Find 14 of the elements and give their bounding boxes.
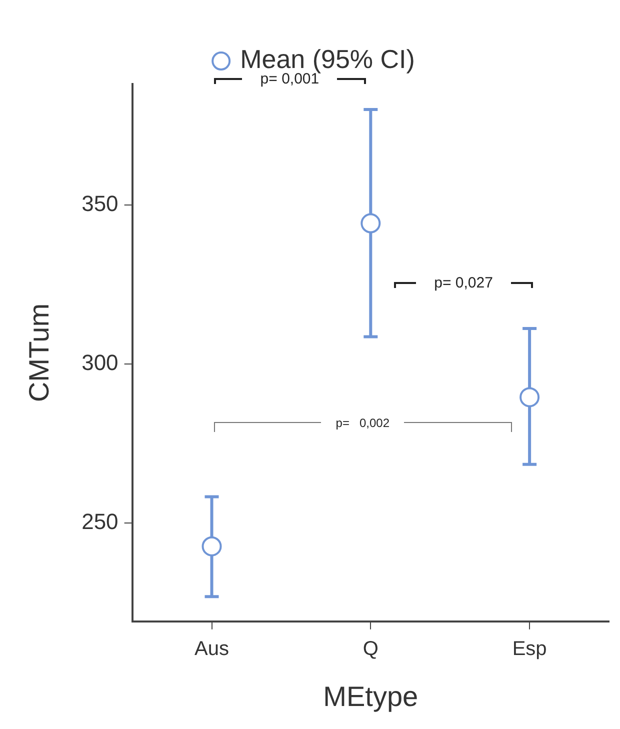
x-axis-title: MEtype — [323, 680, 418, 712]
y-tick-label: 250 — [82, 508, 118, 534]
x-tick-label: Aus — [194, 638, 229, 660]
point — [520, 387, 540, 408]
annotation: p= 0,002 — [336, 416, 390, 430]
x-tick-label: Q — [362, 638, 378, 660]
y-axis-title: CMTum — [24, 303, 55, 402]
annotation: p= 0,027 — [434, 274, 493, 292]
x-tick-label: Esp — [512, 638, 547, 660]
y-tick-label: 300 — [82, 350, 118, 375]
point — [202, 536, 222, 556]
point — [360, 213, 381, 234]
legend-label: Mean (95% CI) — [240, 44, 415, 74]
y-tick-label: 350 — [82, 190, 118, 216]
